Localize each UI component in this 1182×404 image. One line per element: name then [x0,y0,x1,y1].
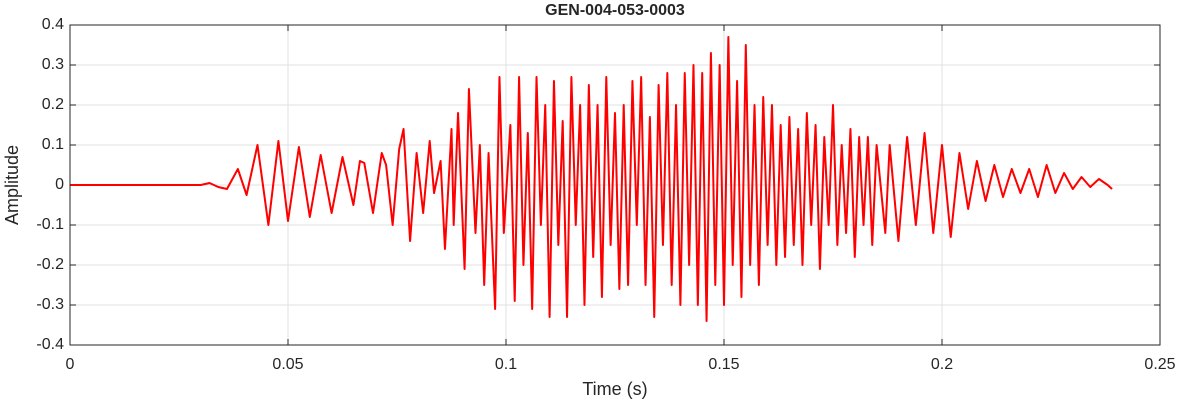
y-tick-label: -0.4 [36,336,64,353]
x-tick-label: 0.1 [495,356,517,373]
y-tick-label: 0.3 [42,56,64,73]
y-tick-label: -0.3 [36,296,64,313]
x-axis-label: Time (s) [582,379,647,399]
x-tick-label: 0 [66,356,75,373]
axes-box [69,24,1161,346]
y-tick-label: -0.2 [36,256,64,273]
y-tick-label: 0.2 [42,96,64,113]
y-tick-label: 0 [55,176,64,193]
chart-title: GEN-004-053-0003 [545,2,685,19]
y-tick-label: 0.1 [42,136,64,153]
y-tick-label: -0.1 [36,216,64,233]
y-tick-label: 0.4 [42,16,64,33]
x-tick-label: 0.2 [931,356,953,373]
y-axis-label: Amplitude [2,145,22,225]
waveform-line [70,36,1113,322]
x-tick-label: 0.25 [1144,356,1175,373]
x-tick-label: 0.15 [708,356,739,373]
x-tick-label: 0.05 [272,356,303,373]
